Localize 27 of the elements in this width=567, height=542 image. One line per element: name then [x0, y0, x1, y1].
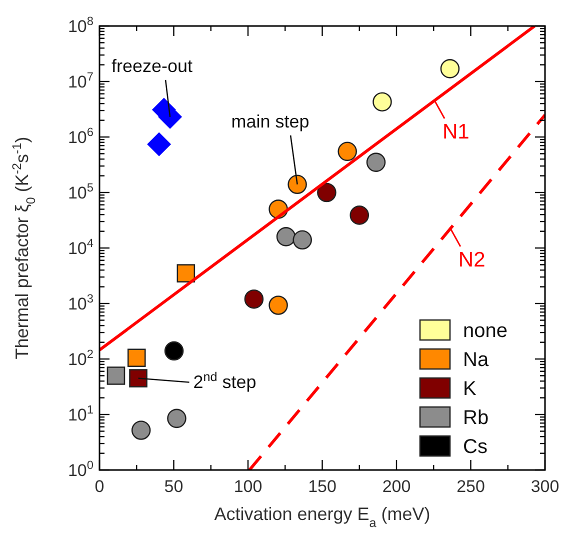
- y-tick-label: 10$^{3}$: [68, 292, 94, 314]
- annotation: 2$^{nd}$ step: [193, 370, 256, 392]
- y-tick-label: 10$^{0}$: [68, 458, 94, 480]
- legend-label: Rb: [463, 407, 489, 429]
- x-tick-label: 250: [456, 477, 485, 496]
- x-tick-label: 100: [234, 477, 262, 496]
- legend-label: K: [463, 378, 477, 400]
- x-tick-label: 200: [382, 477, 411, 496]
- legend-label: Cs: [463, 436, 488, 458]
- annotation: freeze-out: [112, 56, 193, 76]
- series-label: N2: [458, 248, 486, 272]
- legend-label: Na: [463, 349, 490, 371]
- legend-label: none: [463, 320, 508, 342]
- x-axis-title: Activation energy E$_{a}$ (meV): [214, 504, 430, 530]
- y-tick-label: 10$^{6}$: [68, 125, 94, 147]
- y-tick-label: 10$^{2}$: [68, 347, 94, 369]
- x-tick-label: 300: [530, 477, 560, 496]
- x-tick-label: 50: [164, 477, 184, 496]
- y-tick-label: 10$^{5}$: [68, 180, 94, 202]
- x-tick-label: 0: [94, 477, 104, 496]
- y-tick-label: 10$^{1}$: [68, 402, 94, 424]
- annotation: main step: [231, 111, 310, 132]
- x-tick-label: 150: [308, 477, 336, 496]
- y-tick-label: 10$^{4}$: [68, 236, 94, 258]
- series-label: N1: [442, 120, 470, 144]
- y-tick-label: 10$^{7}$: [68, 70, 94, 92]
- y-tick-label: 10$^{8}$: [68, 14, 94, 36]
